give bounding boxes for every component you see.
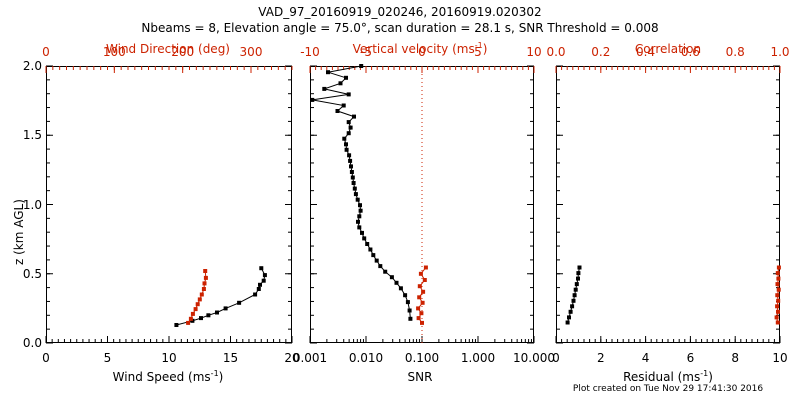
vertical-velocity-tick: 5 (474, 45, 482, 59)
snr-tick: 0.010 (348, 351, 384, 365)
wind-direction-tick: 100 (102, 45, 126, 59)
snr-tick: 1.000 (460, 351, 496, 365)
vertical-velocity-tick: -5 (360, 45, 372, 59)
correlation-tick: 1.0 (770, 45, 790, 59)
correlation-tick: 0.0 (546, 45, 566, 59)
wind-speed-tick: 15 (222, 351, 239, 365)
residual-tick: 10 (772, 351, 788, 365)
vertical-velocity-tick: 10 (526, 45, 542, 59)
footer-timestamp: Plot created on Tue Nov 29 17:41:30 2016 (572, 384, 764, 394)
wind-speed-tick: 5 (103, 351, 112, 365)
residual-tick: 2 (596, 351, 605, 365)
correlation-tick: 0.6 (680, 45, 700, 59)
vertical-velocity-axis-label: Vertical velocity (ms-1) (352, 41, 488, 56)
wind-direction-tick: 200 (171, 45, 195, 59)
y-tick-label: 0.0 (22, 336, 42, 350)
wind-speed-tick: 0 (42, 351, 50, 365)
wind-direction-tick: 0 (42, 45, 50, 59)
figure-subtitle: Nbeams = 8, Elevation angle = 75.0°, sca… (141, 21, 659, 35)
wind-speed-axis-label: Wind Speed (ms-1) (112, 369, 224, 384)
wind-speed-tick: 20 (284, 351, 300, 365)
vertical-velocity-tick: 0 (418, 45, 426, 59)
wind-speed-tick: 10 (161, 351, 177, 365)
y-tick-label: 1.5 (22, 128, 42, 143)
wind-direction-axis-label: Wind Direction (deg) (106, 42, 230, 56)
vertical-velocity-tick: -10 (300, 45, 320, 59)
y-tick-label: 2.0 (22, 59, 42, 73)
correlation-tick: 0.2 (591, 45, 611, 59)
residual-axis-label: Residual (ms-1) (623, 369, 713, 384)
snr-tick: 0.001 (292, 351, 328, 365)
snr-tick: 0.100 (404, 351, 440, 365)
snr-axis-label: SNR (407, 370, 433, 384)
residual-tick: 6 (686, 351, 695, 365)
wind-direction-tick: 300 (239, 45, 263, 59)
residual-tick: 4 (641, 351, 650, 365)
residual-tick: 8 (731, 351, 740, 365)
y-tick-label: 0.5 (22, 266, 42, 281)
y-tick-label: 1.0 (22, 197, 42, 212)
residual-tick: 0 (552, 351, 560, 365)
correlation-tick: 0.8 (725, 45, 745, 59)
snr-tick: 10.000 (513, 351, 555, 365)
correlation-axis-label: Correlation (634, 42, 702, 56)
figure-title: VAD_97_20160919_020246, 20160919.020302 (258, 5, 542, 19)
correlation-tick: 0.4 (636, 45, 656, 59)
